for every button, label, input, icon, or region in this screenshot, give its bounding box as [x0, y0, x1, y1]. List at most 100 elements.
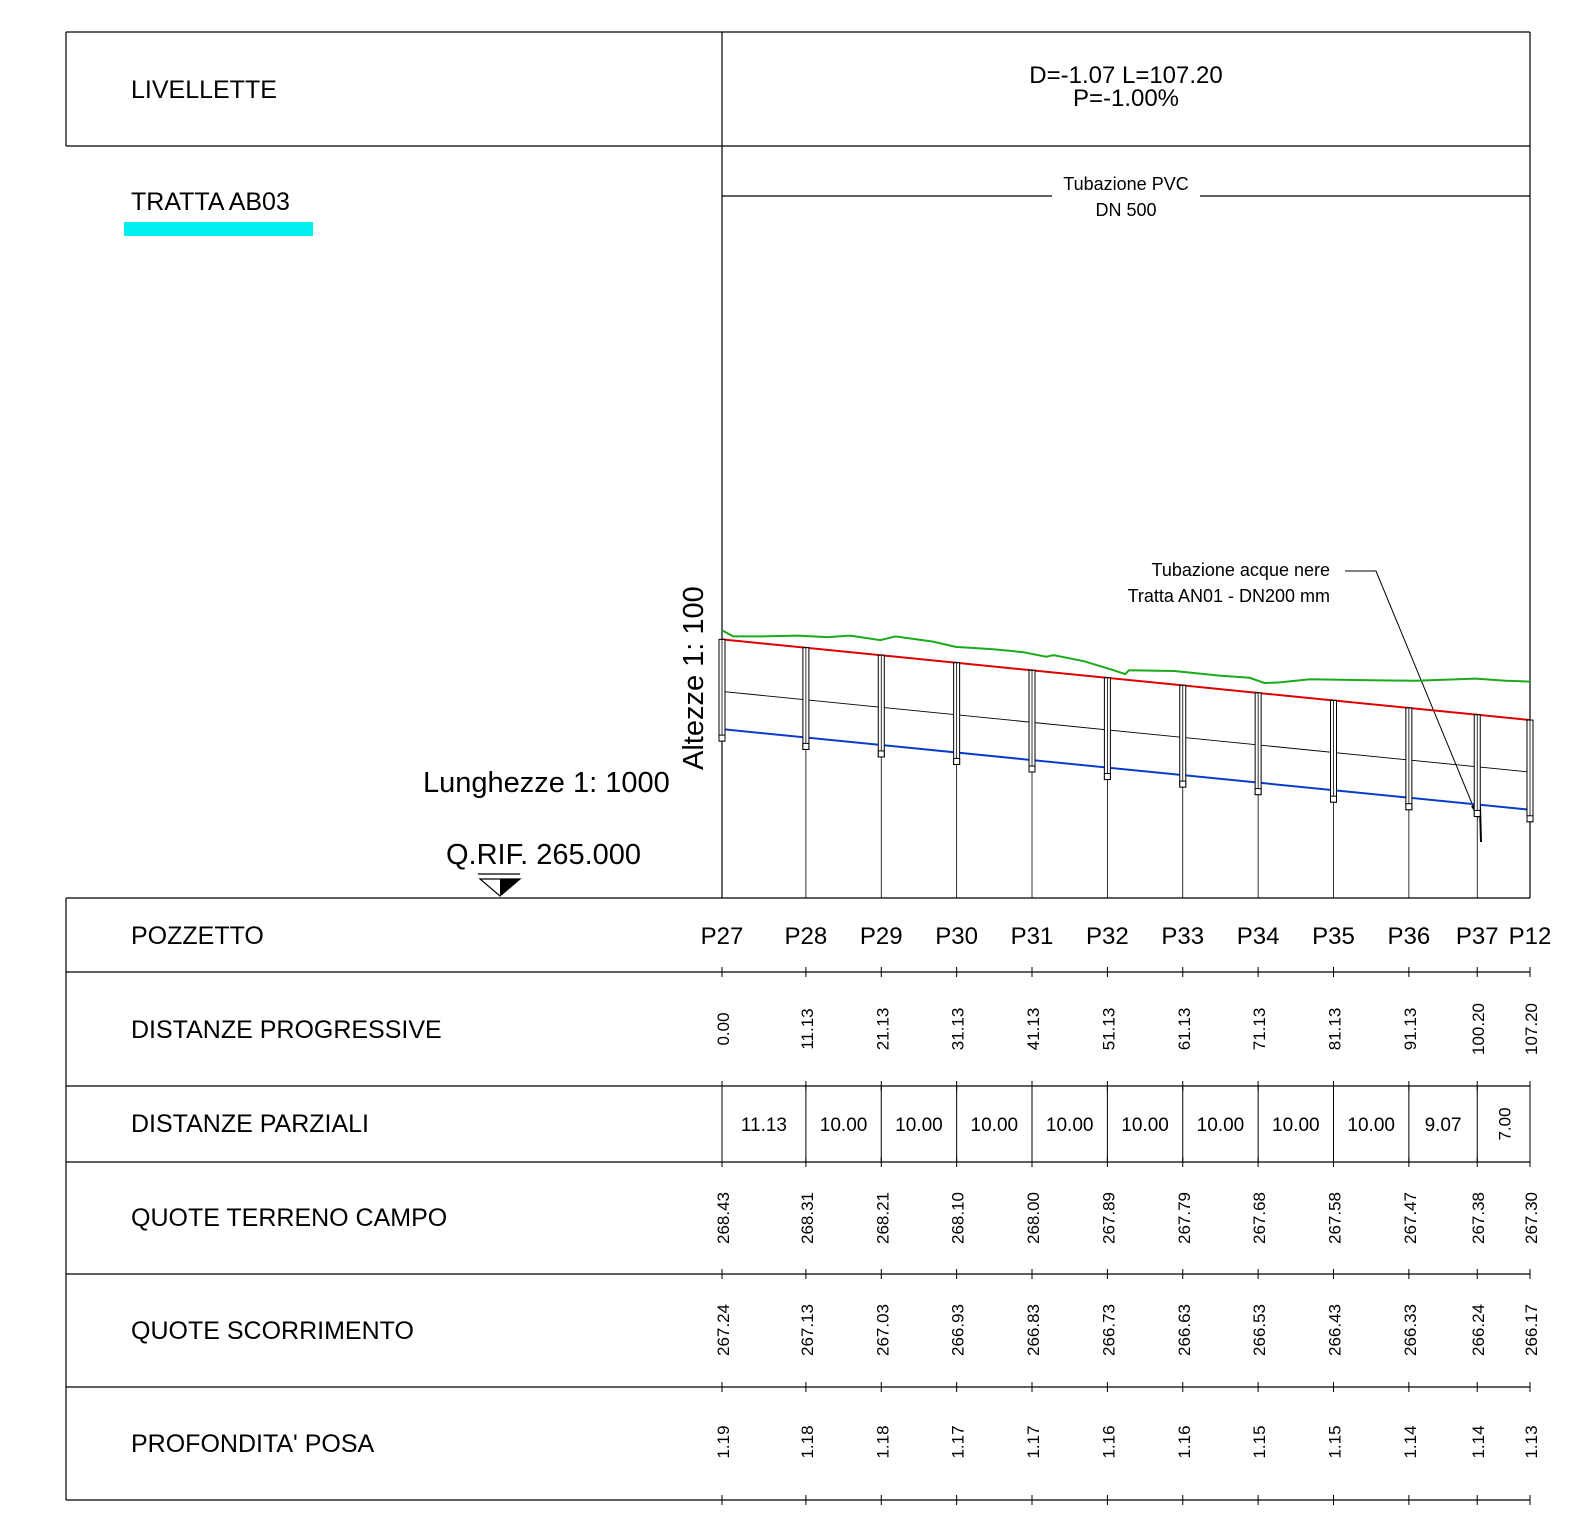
scorrimento-P12: 266.17	[1522, 1304, 1541, 1356]
top-pipe-line	[721, 638, 1531, 722]
progressive-P32: 51.13	[1099, 1008, 1118, 1051]
partial-5: 10.00	[1121, 1115, 1169, 1136]
scorrimento-P36: 266.33	[1401, 1304, 1420, 1356]
terreno-P28: 268.31	[798, 1192, 817, 1244]
profondita-P30: 1.17	[949, 1425, 968, 1458]
station-name-P29: P29	[860, 923, 903, 950]
table-values: P27 P28 P29 P30 P31 P32 P33 P34 P35 P36 P37 P12 0.00…	[701, 923, 1552, 1505]
terreno-P35: 267.58	[1326, 1192, 1345, 1244]
station-name-P33: P33	[1161, 923, 1204, 950]
progressive-P30: 31.13	[949, 1008, 968, 1051]
scorrimento-P27: 267.24	[714, 1304, 733, 1356]
station-name-P28: P28	[785, 923, 828, 950]
scorrimento-P28: 267.13	[798, 1304, 817, 1356]
station-name-P12: P12	[1509, 923, 1552, 950]
table-frame	[65, 897, 1530, 1501]
partial-3: 10.00	[971, 1115, 1019, 1136]
manhole-base-P32	[1103, 773, 1111, 781]
station-name-P37: P37	[1456, 923, 1499, 950]
row-label-distanze-parziali: DISTANZE PARZIALI	[131, 1110, 369, 1138]
scorrimento-P30: 266.93	[949, 1304, 968, 1356]
ground-line	[721, 629, 1531, 685]
progressive-P35: 81.13	[1326, 1008, 1345, 1051]
profondita-P28: 1.18	[798, 1425, 817, 1458]
progressive-P33: 61.13	[1175, 1008, 1194, 1051]
progressive-P28: 11.13	[798, 1008, 817, 1049]
tratta-highlight	[124, 222, 313, 236]
profondita-P33: 1.16	[1175, 1425, 1194, 1458]
manhole-base-P27	[718, 734, 726, 742]
livellette-line1: D=-1.07 L=107.20	[1029, 62, 1223, 89]
profondita-P37: 1.14	[1469, 1425, 1488, 1458]
progressive-P36: 91.13	[1401, 1008, 1420, 1051]
scorrimento-P33: 266.63	[1175, 1304, 1194, 1356]
progressive-P27: 0.00	[714, 1012, 733, 1045]
sewer-annotation-leader	[1345, 570, 1479, 819]
partial-9: 9.07	[1425, 1115, 1462, 1136]
scorrimento-P31: 266.83	[1024, 1304, 1043, 1356]
scorrimento-P29: 267.03	[873, 1304, 892, 1356]
manhole-base-P30	[953, 757, 961, 765]
partial-6: 10.00	[1197, 1115, 1245, 1136]
scorrimento-P35: 266.43	[1326, 1304, 1345, 1356]
scorrimento-P34: 266.53	[1250, 1304, 1269, 1356]
profondita-P32: 1.16	[1099, 1425, 1118, 1458]
manhole-base-P36	[1405, 803, 1413, 811]
manhole-base-P33	[1179, 780, 1187, 788]
lengths-scale-label: Lunghezze 1: 1000	[423, 767, 670, 799]
progressive-P31: 41.13	[1024, 1008, 1043, 1051]
row-label-profondita: PROFONDITA' POSA	[131, 1430, 375, 1458]
terreno-P12: 267.30	[1522, 1192, 1541, 1244]
sewer-annotation-line2: Tratta AN01 - DN200 mm	[1128, 586, 1330, 606]
manhole-base-P12	[1526, 815, 1534, 823]
tratta-label: TRATTA AB03	[131, 188, 290, 216]
terreno-P31: 268.00	[1024, 1192, 1043, 1244]
row-label-pozzetto: POZZETTO	[131, 922, 264, 950]
pipe-label-line2: DN 500	[1095, 200, 1156, 220]
terreno-P33: 267.79	[1175, 1192, 1194, 1244]
station-name-P30: P30	[935, 923, 978, 950]
row-label-quote-scorrimento: QUOTE SCORRIMENTO	[131, 1317, 414, 1345]
profondita-P36: 1.14	[1401, 1425, 1420, 1458]
terreno-P30: 268.10	[949, 1192, 968, 1244]
partial-1: 10.00	[820, 1115, 868, 1136]
profondita-P27: 1.19	[714, 1425, 733, 1458]
station-name-P35: P35	[1312, 923, 1355, 950]
progressive-P37: 100.20	[1469, 1003, 1488, 1055]
scorrimento-P32: 266.73	[1099, 1304, 1118, 1356]
manhole-base-P34	[1254, 788, 1262, 796]
terreno-P27: 268.43	[714, 1192, 733, 1244]
scorrimento-P37: 266.24	[1469, 1304, 1488, 1356]
partial-4: 10.00	[1046, 1115, 1094, 1136]
row-label-distanze-progressive: DISTANZE PROGRESSIVE	[131, 1016, 442, 1044]
heights-scale-label: Altezze 1: 100	[678, 586, 710, 770]
manhole-base-P37	[1473, 810, 1481, 818]
pipe-label-line1: Tubazione PVC	[1063, 174, 1188, 194]
profondita-P12: 1.13	[1522, 1425, 1541, 1458]
partial-7: 10.00	[1272, 1115, 1320, 1136]
reference-level-label: Q.RIF. 265.000	[446, 839, 641, 871]
terreno-P34: 267.68	[1250, 1192, 1269, 1244]
sewer-annotation-line1: Tubazione acque nere	[1152, 560, 1330, 580]
livellette-line2: P=-1.00%	[1073, 85, 1179, 112]
invert-line	[721, 728, 1531, 811]
terreno-P32: 267.89	[1099, 1192, 1118, 1244]
profile-lines	[721, 629, 1531, 811]
manholes	[718, 638, 1534, 823]
partial-2: 10.00	[895, 1115, 943, 1136]
partial-8: 10.00	[1347, 1115, 1395, 1136]
terreno-P36: 267.47	[1401, 1192, 1420, 1244]
livellette-label: LIVELLETTE	[131, 76, 277, 104]
manhole-base-P28	[802, 742, 810, 750]
station-name-P34: P34	[1237, 923, 1280, 950]
terreno-P29: 268.21	[873, 1192, 892, 1244]
profondita-P31: 1.17	[1024, 1425, 1043, 1458]
station-name-P36: P36	[1388, 923, 1431, 950]
terreno-P37: 267.38	[1469, 1192, 1488, 1244]
profondita-P34: 1.15	[1250, 1425, 1269, 1458]
station-name-P31: P31	[1011, 923, 1054, 950]
manhole-base-P29	[877, 750, 885, 758]
manhole-base-P31	[1028, 765, 1036, 773]
progressive-P34: 71.13	[1250, 1008, 1269, 1051]
